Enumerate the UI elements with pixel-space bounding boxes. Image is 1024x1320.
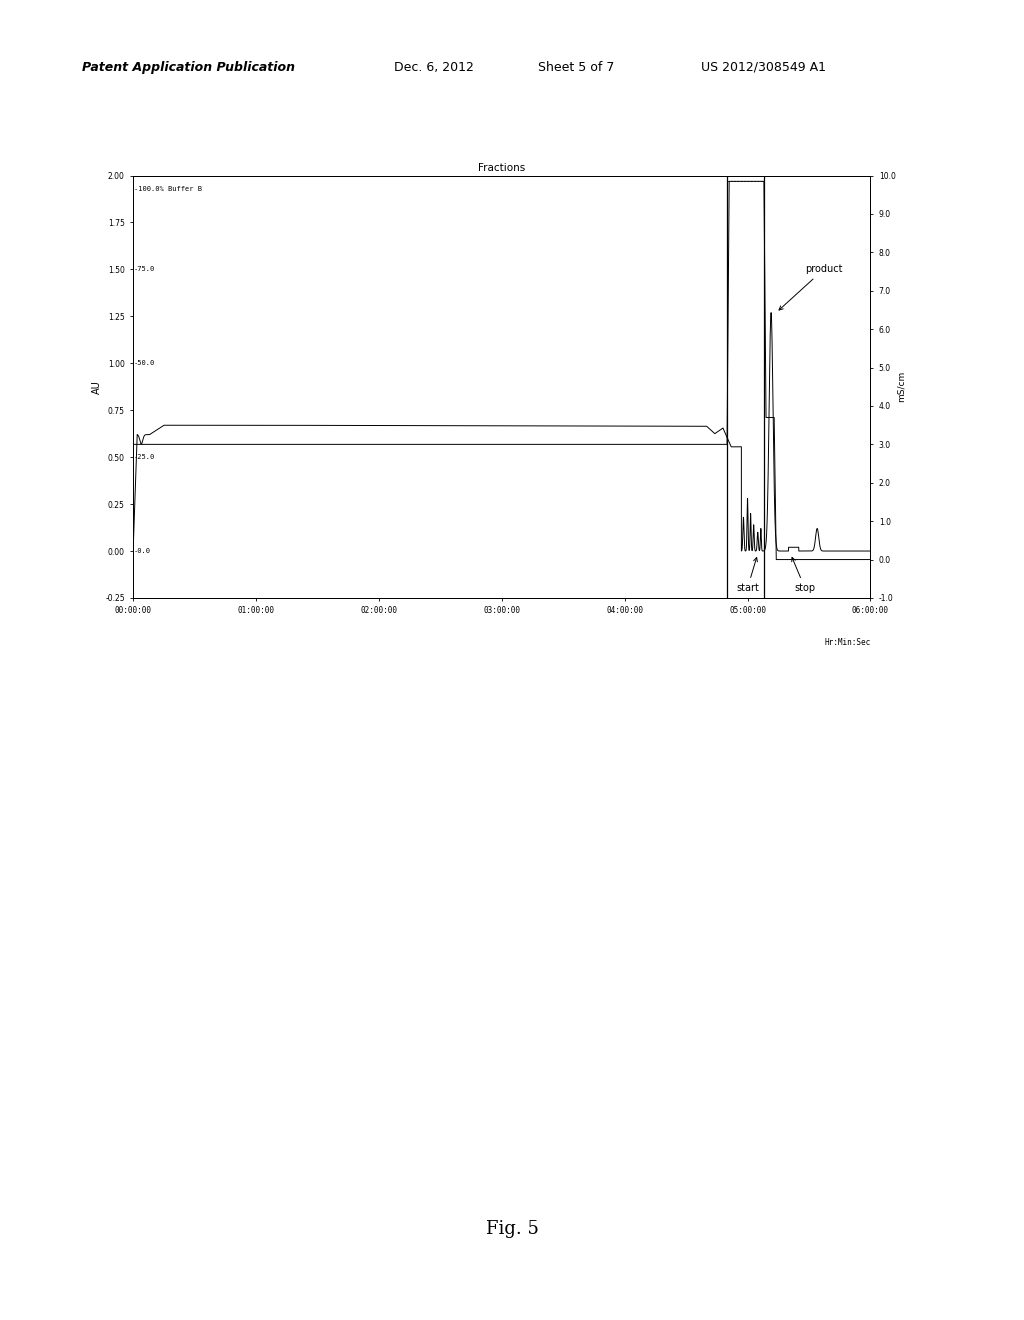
Text: US 2012/308549 A1: US 2012/308549 A1 <box>701 61 826 74</box>
Text: Sheet 5 of 7: Sheet 5 of 7 <box>538 61 614 74</box>
Text: -100.0% Buffer B: -100.0% Buffer B <box>134 186 202 191</box>
Text: stop: stop <box>792 557 815 593</box>
Text: -75.0: -75.0 <box>134 267 155 272</box>
Text: Fig. 5: Fig. 5 <box>485 1220 539 1238</box>
Text: start: start <box>736 557 759 593</box>
Y-axis label: AU: AU <box>92 380 102 393</box>
Text: product: product <box>779 264 843 310</box>
Text: Dec. 6, 2012: Dec. 6, 2012 <box>394 61 474 74</box>
Text: -0.0: -0.0 <box>134 548 151 554</box>
Title: Fractions: Fractions <box>478 164 525 173</box>
Y-axis label: mS/cm: mS/cm <box>897 371 906 403</box>
Text: -25.0: -25.0 <box>134 454 155 461</box>
Text: Patent Application Publication: Patent Application Publication <box>82 61 295 74</box>
Text: -50.0: -50.0 <box>134 360 155 366</box>
Text: Hr:Min:Sec: Hr:Min:Sec <box>824 638 870 647</box>
